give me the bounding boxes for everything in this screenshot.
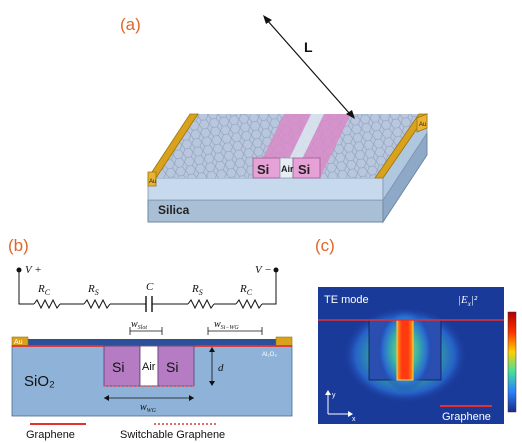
si-right-label: Si bbox=[298, 162, 310, 177]
slot-field-hotspot bbox=[396, 319, 414, 381]
si-rib-right bbox=[157, 345, 195, 387]
legend-graphene-label: Graphene bbox=[26, 429, 75, 441]
au-label: Au bbox=[14, 339, 23, 346]
circuit-wire-left bbox=[18, 270, 34, 305]
x-axis-arrow-head bbox=[348, 411, 353, 417]
al2o3-label: Al₂O₃ bbox=[262, 352, 277, 358]
panel-b: (b) V + V − RC RS C RS RC wSlot wSi−WG bbox=[8, 236, 293, 441]
w-wg-label: wWG bbox=[140, 402, 157, 414]
resistor-rs-right bbox=[187, 298, 215, 310]
resistor-rc-right bbox=[235, 298, 263, 310]
field-label: |Ex|² bbox=[458, 294, 478, 308]
rc-left-label: RC bbox=[37, 283, 51, 297]
panel-a-label: (a) bbox=[120, 15, 141, 34]
panel-a: (a) Si Air Si Au Au Silica L bbox=[120, 15, 428, 224]
v-plus-label: V + bbox=[25, 264, 42, 276]
d-label: d bbox=[218, 362, 224, 374]
w-wg-arrow-head bbox=[104, 395, 109, 401]
axis-x-label: x bbox=[352, 416, 356, 423]
air-label: Air bbox=[142, 361, 156, 373]
length-label: L bbox=[304, 39, 313, 55]
w-si-wg-label: wSi−WG bbox=[214, 319, 239, 331]
panel-c: (c) TE mode |Ex|² y x Graphene bbox=[315, 236, 517, 424]
si-rail-right-front bbox=[292, 157, 321, 179]
rc-right-label: RC bbox=[239, 283, 253, 297]
oxide-front-face bbox=[147, 177, 384, 201]
au-right-label: Au bbox=[419, 122, 426, 128]
resistor-rs-left bbox=[83, 298, 111, 310]
silica-label: Silica bbox=[158, 203, 190, 217]
w-wg-arrow-head bbox=[189, 395, 194, 401]
si-right-label: Si bbox=[166, 359, 178, 375]
resistor-rc-left bbox=[33, 298, 61, 310]
al2o3-layer bbox=[12, 339, 292, 346]
length-arrow-line bbox=[266, 19, 351, 115]
rs-right-label: RS bbox=[191, 283, 203, 297]
v-minus-label: V − bbox=[255, 264, 272, 276]
sio2-label: SiO₂ bbox=[24, 373, 55, 390]
y-axis-arrow-head bbox=[325, 390, 331, 395]
colorbar bbox=[507, 311, 517, 413]
au-left-label: Au bbox=[149, 179, 156, 185]
air-label: Air bbox=[281, 164, 294, 174]
si-left-label: Si bbox=[112, 359, 124, 375]
au-contact-right bbox=[275, 336, 293, 347]
w-slot-label: wSlot bbox=[131, 319, 147, 331]
length-arrow-head-top bbox=[263, 15, 272, 24]
mode-label: TE mode bbox=[324, 294, 369, 306]
graphene-legend-label: Graphene bbox=[442, 411, 491, 423]
au-electrode-left-front bbox=[147, 171, 157, 187]
circuit-wire-right bbox=[262, 270, 277, 305]
rs-left-label: RS bbox=[87, 283, 99, 297]
capacitor-label: C bbox=[146, 281, 154, 293]
au-electrode-right-end bbox=[416, 113, 428, 133]
axis-y-label: y bbox=[332, 392, 336, 399]
length-arrow-head-bottom bbox=[346, 110, 355, 119]
panel-c-label: (c) bbox=[315, 236, 335, 255]
d-arrow-head bbox=[209, 381, 215, 386]
si-left-label: Si bbox=[257, 162, 269, 177]
d-arrow-head bbox=[209, 347, 215, 352]
legend-switchable-label: Switchable Graphene bbox=[120, 429, 225, 441]
panel-b-label: (b) bbox=[8, 236, 29, 255]
